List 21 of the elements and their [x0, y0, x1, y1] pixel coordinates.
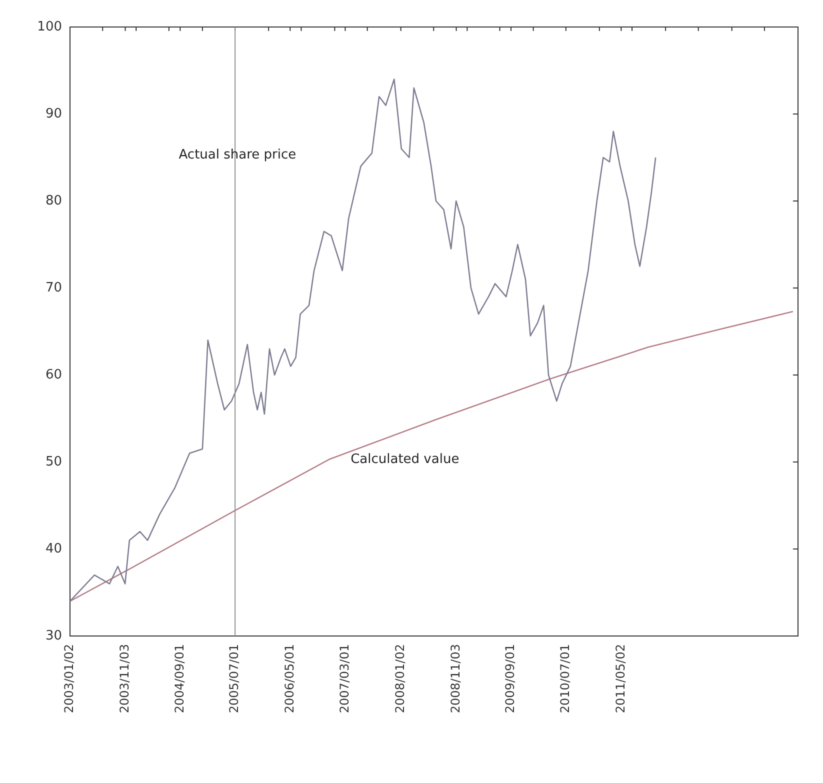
y-tick-label: 90: [45, 106, 62, 122]
x-tick-label: 2003/11/03: [117, 644, 132, 714]
y-tick-label: 80: [45, 193, 62, 208]
y-tick-label: 100: [37, 19, 62, 34]
x-tick-label: 2007/03/01: [337, 644, 352, 714]
y-tick-label: 50: [45, 454, 62, 470]
x-tick-label: 2004/09/01: [172, 644, 186, 714]
y-tick-label: 60: [45, 367, 62, 382]
y-tick-label: 70: [45, 280, 62, 296]
annotation: Calculated value: [350, 452, 460, 467]
x-tick-label: 2005/07/01: [227, 644, 242, 714]
annotation: Actual share price: [178, 147, 296, 162]
x-tick-label: 2006/05/01: [282, 644, 296, 714]
x-tick-label: 2008/01/02: [392, 644, 407, 714]
x-tick-label: 2011/05/02: [613, 644, 628, 714]
x-tick-label: 2003/01/02: [62, 644, 76, 714]
x-tick-label: 2009/09/01: [503, 644, 518, 714]
x-tick-label: 2010/07/01: [558, 644, 572, 714]
y-tick-label: 40: [45, 541, 62, 556]
x-tick-label: 2008/11/03: [448, 644, 462, 714]
y-tick-label: 30: [45, 628, 62, 644]
